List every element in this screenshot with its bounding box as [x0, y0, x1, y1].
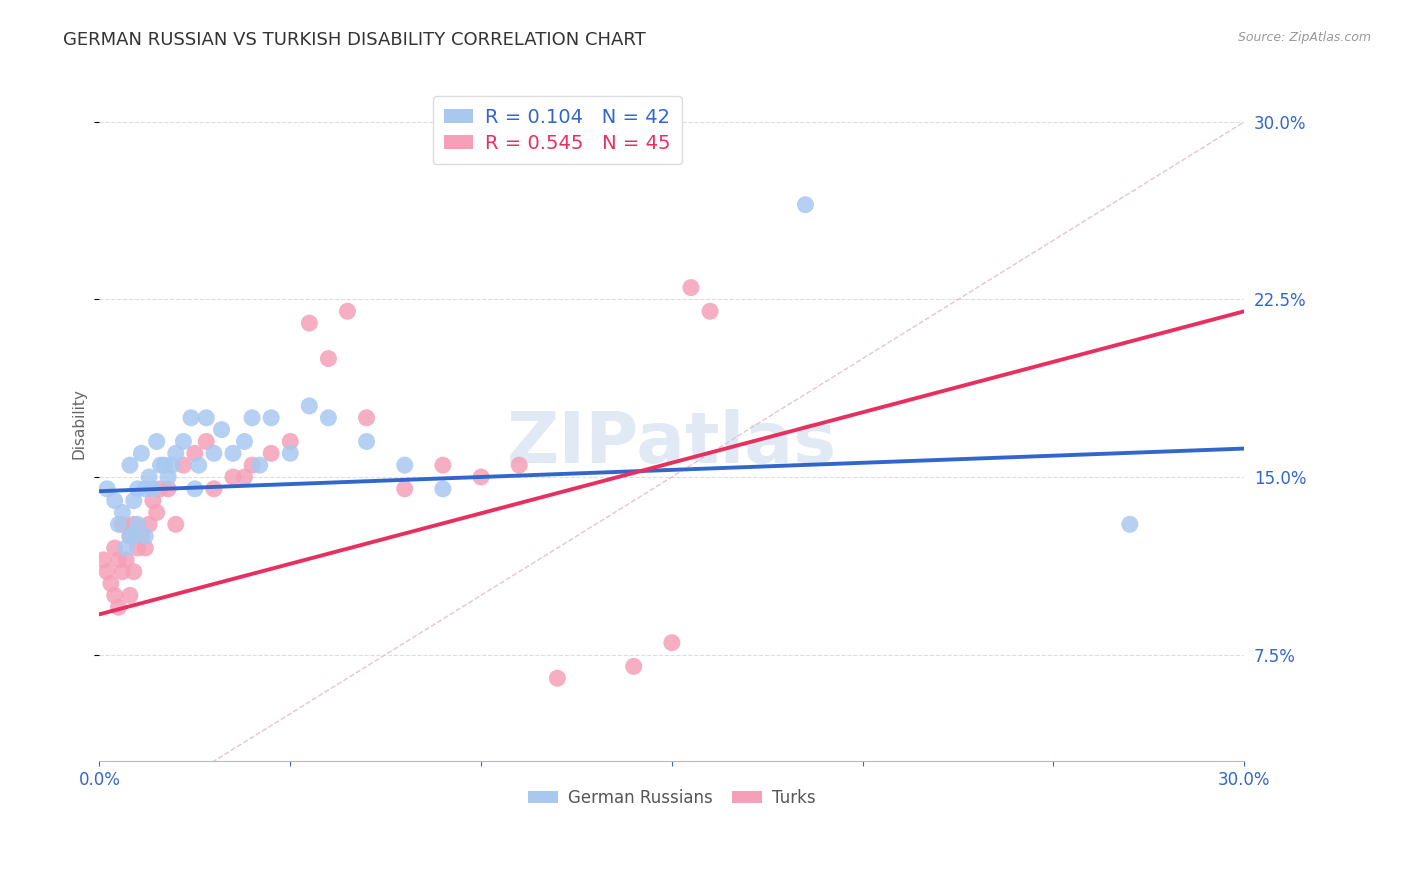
- Point: [546, 671, 568, 685]
- Point: [222, 446, 245, 460]
- Point: [127, 482, 149, 496]
- Point: [394, 482, 416, 496]
- Point: [118, 458, 141, 472]
- Point: [122, 493, 145, 508]
- Point: [249, 458, 271, 472]
- Point: [195, 434, 218, 449]
- Point: [149, 458, 172, 472]
- Point: [107, 517, 129, 532]
- Point: [111, 565, 134, 579]
- Point: [679, 280, 702, 294]
- Point: [202, 446, 225, 460]
- Point: [157, 470, 180, 484]
- Y-axis label: Disability: Disability: [72, 388, 86, 459]
- Point: [134, 541, 156, 555]
- Point: [240, 410, 263, 425]
- Point: [134, 482, 156, 496]
- Point: [145, 434, 167, 449]
- Point: [149, 482, 172, 496]
- Point: [470, 470, 492, 484]
- Point: [134, 529, 156, 543]
- Point: [336, 304, 359, 318]
- Point: [96, 482, 118, 496]
- Point: [260, 410, 283, 425]
- Point: [187, 458, 209, 472]
- Point: [122, 565, 145, 579]
- Point: [165, 517, 187, 532]
- Point: [160, 458, 183, 472]
- Point: [278, 434, 301, 449]
- Point: [356, 434, 378, 449]
- Point: [127, 541, 149, 555]
- Point: [118, 588, 141, 602]
- Point: [100, 576, 122, 591]
- Point: [184, 482, 207, 496]
- Point: [172, 458, 194, 472]
- Point: [233, 470, 256, 484]
- Point: [111, 506, 134, 520]
- Point: [127, 517, 149, 532]
- Text: GERMAN RUSSIAN VS TURKISH DISABILITY CORRELATION CHART: GERMAN RUSSIAN VS TURKISH DISABILITY COR…: [63, 31, 645, 49]
- Point: [142, 482, 165, 496]
- Point: [122, 529, 145, 543]
- Point: [165, 446, 187, 460]
- Point: [195, 410, 218, 425]
- Point: [233, 434, 256, 449]
- Point: [131, 446, 153, 460]
- Point: [661, 636, 683, 650]
- Point: [118, 529, 141, 543]
- Point: [1119, 517, 1142, 532]
- Point: [172, 434, 194, 449]
- Point: [157, 482, 180, 496]
- Point: [153, 458, 176, 472]
- Point: [91, 553, 114, 567]
- Point: [260, 446, 283, 460]
- Point: [107, 553, 129, 567]
- Point: [298, 399, 321, 413]
- Point: [115, 553, 138, 567]
- Point: [138, 470, 160, 484]
- Point: [623, 659, 645, 673]
- Point: [222, 470, 245, 484]
- Point: [104, 588, 127, 602]
- Point: [138, 517, 160, 532]
- Text: Source: ZipAtlas.com: Source: ZipAtlas.com: [1237, 31, 1371, 45]
- Point: [96, 565, 118, 579]
- Text: ZIPatlas: ZIPatlas: [506, 409, 837, 478]
- Point: [111, 517, 134, 532]
- Point: [104, 541, 127, 555]
- Point: [115, 541, 138, 555]
- Point: [298, 316, 321, 330]
- Point: [107, 600, 129, 615]
- Point: [432, 482, 454, 496]
- Point: [508, 458, 530, 472]
- Point: [356, 410, 378, 425]
- Point: [145, 506, 167, 520]
- Point: [794, 198, 817, 212]
- Point: [118, 529, 141, 543]
- Point: [122, 517, 145, 532]
- Point: [211, 423, 233, 437]
- Point: [104, 493, 127, 508]
- Point: [184, 446, 207, 460]
- Point: [432, 458, 454, 472]
- Point: [394, 458, 416, 472]
- Point: [699, 304, 721, 318]
- Point: [278, 446, 301, 460]
- Point: [318, 351, 340, 366]
- Point: [240, 458, 263, 472]
- Point: [131, 529, 153, 543]
- Point: [318, 410, 340, 425]
- Point: [202, 482, 225, 496]
- Legend: German Russians, Turks: German Russians, Turks: [522, 782, 823, 814]
- Point: [180, 410, 202, 425]
- Point: [142, 493, 165, 508]
